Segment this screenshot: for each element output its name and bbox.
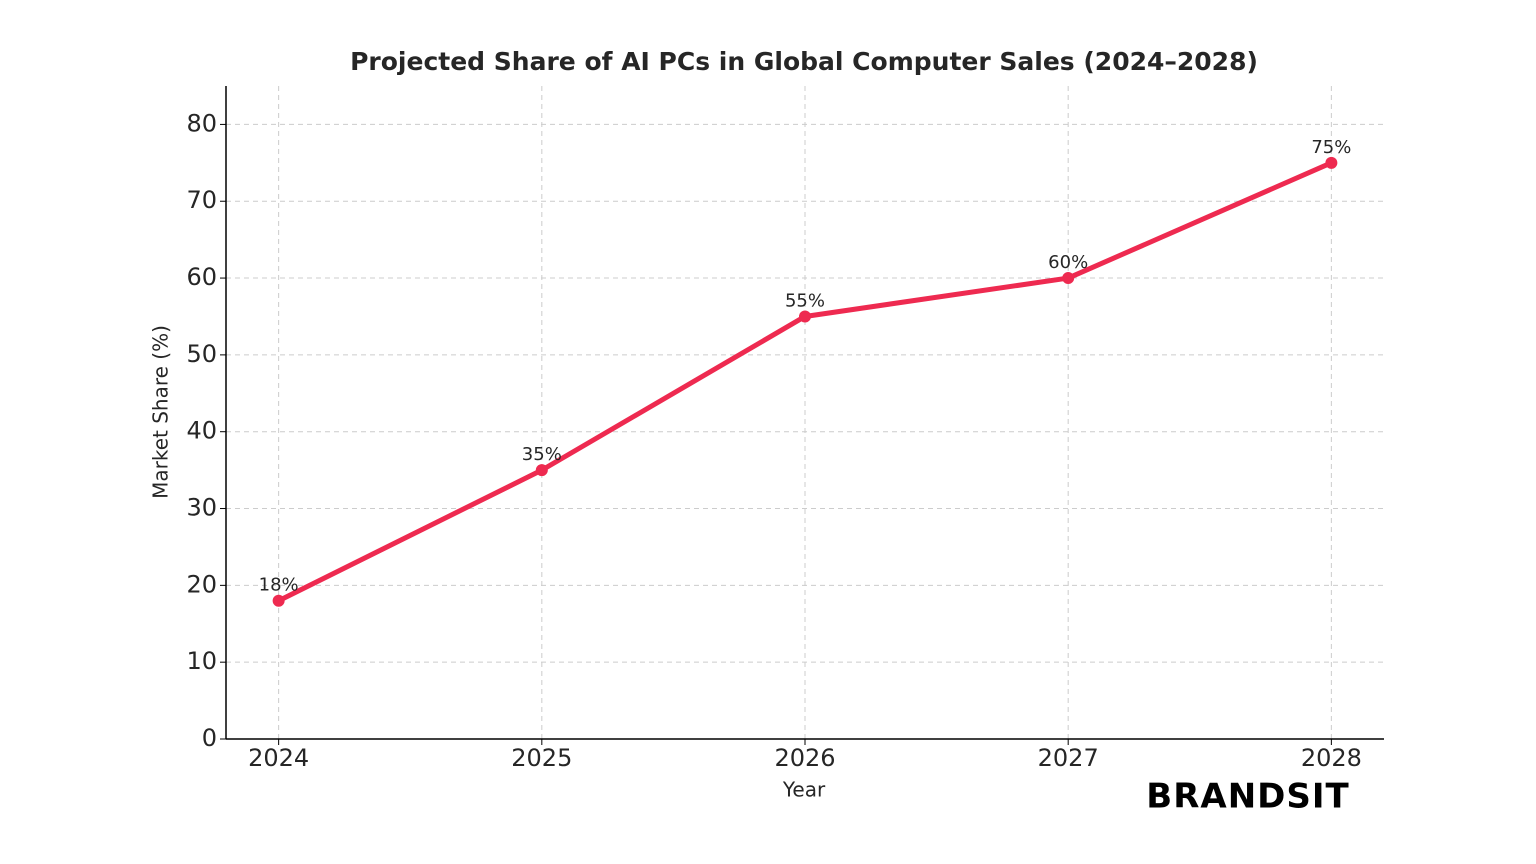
y-tick-label: 30 xyxy=(186,494,217,522)
y-tick-label: 60 xyxy=(186,263,217,291)
y-tick-label: 80 xyxy=(186,109,217,137)
data-label: 35% xyxy=(522,444,562,465)
series-line xyxy=(277,160,1333,603)
watermark: BRANDSIT xyxy=(1146,777,1349,817)
x-tick-label: 2024 xyxy=(248,744,309,772)
y-tick-label: 70 xyxy=(186,186,217,214)
y-axis-label: Market Share (%) xyxy=(149,325,173,499)
data-label: 55% xyxy=(785,290,825,311)
y-tick-label: 0 xyxy=(202,724,217,752)
y-tick-label: 10 xyxy=(186,647,217,675)
x-tick-label: 2025 xyxy=(511,744,572,772)
data-label: 75% xyxy=(1311,137,1351,158)
chart-title: Projected Share of AI PCs in Global Comp… xyxy=(350,47,1258,76)
data-label: 18% xyxy=(259,575,299,596)
x-axis-label: Year xyxy=(782,778,826,802)
x-tick-label: 2026 xyxy=(774,744,835,772)
data-point xyxy=(1325,156,1338,169)
data-label: 60% xyxy=(1048,252,1088,273)
data-point xyxy=(799,310,811,323)
x-tick-label: 2028 xyxy=(1301,744,1362,772)
x-tick-label: 2027 xyxy=(1038,744,1099,772)
data-point xyxy=(1062,272,1075,285)
data-point xyxy=(535,464,548,477)
y-tick-label: 40 xyxy=(186,417,217,445)
y-tick-label: 20 xyxy=(186,570,217,598)
y-tick-label: 50 xyxy=(186,340,217,368)
data-point xyxy=(272,594,285,607)
